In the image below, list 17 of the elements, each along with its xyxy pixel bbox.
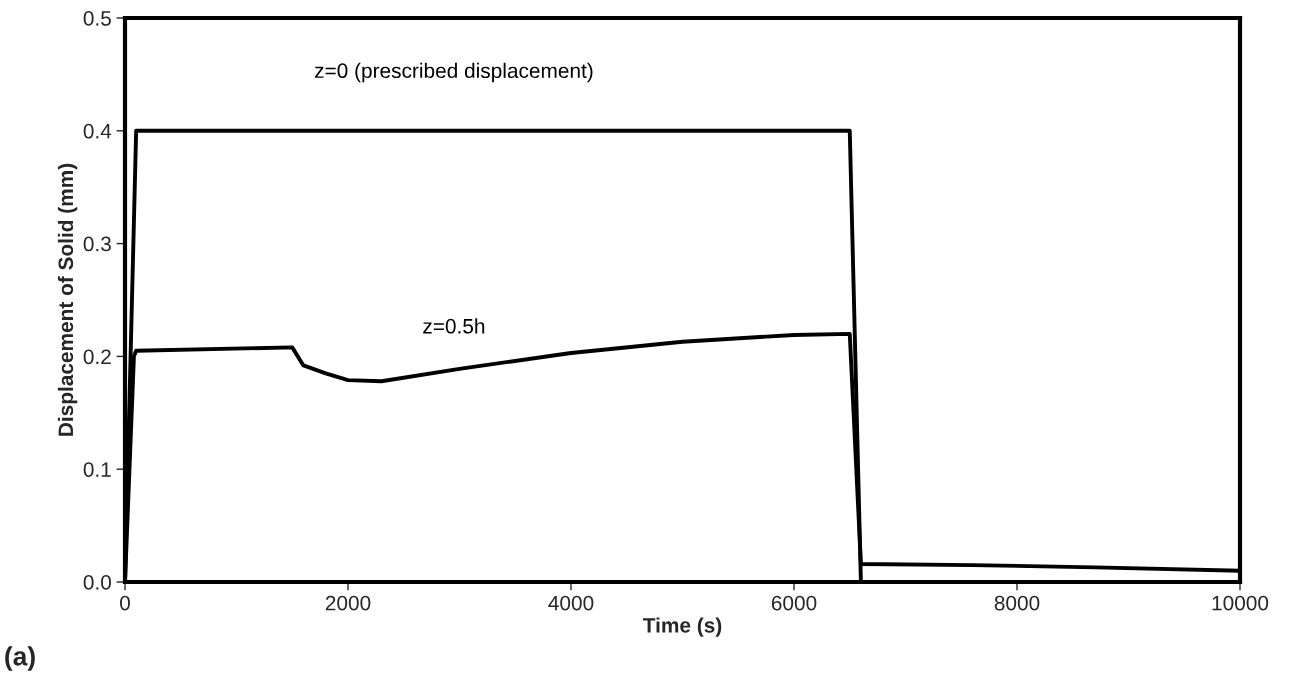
y-axis-title: Displacement of Solid (mm): [57, 163, 78, 436]
y-tick-label: 0.0: [83, 575, 111, 590]
y-tick-label: 0.2: [83, 349, 111, 365]
y-tick-label: 0.1: [83, 462, 111, 477]
text: (a): [5, 646, 35, 671]
x-axis-title: Time (s): [642, 617, 722, 637]
y-tick-label: 0.4: [83, 123, 112, 139]
x-tick-label: 10000: [1212, 595, 1269, 611]
series-label: z=0.5h: [423, 318, 485, 334]
x-tick-label: 8000: [994, 595, 1040, 611]
x-tick-label: 2000: [325, 595, 371, 611]
y-tick-label: 0.3: [83, 236, 111, 252]
text: z=0 (prescribed displacement): [314, 62, 593, 83]
x-tick-label: 0: [120, 595, 130, 611]
x-tick-label: 4000: [548, 595, 594, 611]
y-tick-label: 0.5: [83, 11, 111, 26]
x-tick-label: 6000: [771, 595, 817, 611]
